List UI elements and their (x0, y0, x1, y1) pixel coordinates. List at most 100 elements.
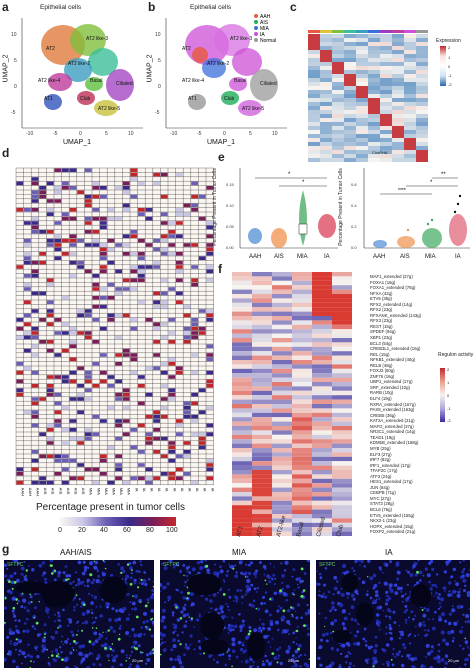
heatmap-d-cell (145, 414, 153, 419)
nucleus-dot (235, 571, 238, 574)
nucleus-dot (184, 625, 187, 628)
nucleus-dot (171, 614, 175, 617)
heatmap-d-cell (84, 216, 92, 221)
xtick-b: 10 (272, 131, 278, 137)
nucleus-dot (375, 598, 378, 601)
sig-e-right: * (430, 180, 433, 186)
heatmap-c-cell (308, 62, 320, 66)
lumen (341, 573, 358, 593)
heatmap-d-cell (54, 190, 62, 194)
sftpc-signal (38, 601, 40, 603)
nucleus-dot (276, 648, 280, 652)
heatmap-f-cell (292, 487, 312, 492)
heatmap-f-cell (292, 294, 312, 299)
heatmap-d-cell (130, 230, 138, 234)
nucleus-dot (426, 573, 431, 578)
heatmap-d-cell (46, 392, 54, 397)
heatmap-d-cell (198, 309, 206, 313)
nucleus-dot (256, 665, 260, 668)
heatmap-d-sample-label: IA (188, 488, 193, 492)
nucleus-dot (50, 635, 53, 638)
heatmap-d-cell (138, 256, 145, 260)
heatmap-c-cell (392, 94, 404, 98)
nucleus-dot (187, 565, 190, 569)
violin-e-right: 0.0 0.2 0.4 0.6 **** * ** AAH AIS MIA IA (351, 168, 470, 260)
nucleus-dot (131, 608, 134, 610)
nucleus-dot (73, 665, 76, 667)
nucleus-dot (267, 627, 271, 631)
heatmap-f-cell (252, 514, 272, 519)
nucleus-dot (318, 572, 322, 576)
heatmap-d-cell (92, 432, 100, 436)
heatmap-c-cell (344, 130, 356, 134)
heatmap-f-cell (232, 478, 252, 484)
heatmap-d-cell (160, 300, 168, 304)
nucleus-dot (142, 578, 147, 583)
heatmap-c-cell (308, 58, 320, 62)
heatmap-f-cell (272, 368, 292, 374)
nucleus-dot (162, 585, 166, 590)
nucleus-dot (143, 633, 146, 636)
heatmap-d-cell (183, 414, 191, 419)
heatmap-d-cell (92, 318, 100, 322)
nucleus-dot (257, 628, 262, 633)
heatmap-c-cell (308, 74, 320, 78)
heatmap-d-cell (183, 313, 191, 318)
nucleus-dot (414, 573, 418, 577)
heatmap-c-cell (404, 110, 416, 114)
heatmap-d-cell (206, 357, 214, 362)
heatmap-c-cell (344, 34, 356, 38)
heatmap-d-cell (62, 331, 69, 335)
heatmap-f-cell (292, 461, 312, 466)
heatmap-d-cell (92, 238, 100, 243)
nucleus-dot (180, 610, 184, 614)
panel-letter-g: g (2, 542, 10, 556)
heatmap-f-cell (312, 276, 332, 281)
nucleus-dot (186, 579, 189, 581)
heatmap-d-sample-label: AIS (51, 488, 56, 495)
nucleus-dot (189, 592, 194, 596)
heatmap-c-cell (356, 106, 368, 110)
panel-g-label: IA (385, 548, 393, 557)
heatmap-f-cell (252, 531, 272, 536)
heatmap-d-cell (145, 467, 153, 472)
heatmap-f-cell (272, 329, 292, 334)
nucleus-dot (362, 637, 366, 641)
nucleus-dot (86, 578, 90, 583)
heatmap-f-cell (252, 342, 272, 347)
nucleus-dot (269, 622, 274, 626)
heatmap-f-cell (332, 408, 352, 413)
nucleus-dot (433, 656, 438, 661)
heatmap-c-cell (320, 82, 332, 86)
nucleus-dot (347, 643, 351, 647)
nucleus-dot (291, 614, 294, 618)
heatmap-d-cell (39, 318, 46, 322)
heatmap-f-cell (272, 434, 292, 440)
heatmap-d-cell (24, 410, 31, 414)
heatmap-d-cell (176, 221, 183, 225)
regulon-label: STAT3 (28g) (370, 501, 394, 507)
sftpc-signal (55, 654, 59, 658)
heatmap-c-cell (344, 78, 356, 82)
heatmap-f-cell (332, 426, 352, 431)
heatmap-d-cell (54, 401, 62, 406)
heatmap-c-cell (320, 114, 332, 118)
nucleus-dot (221, 652, 225, 656)
sftpc-signal (261, 630, 263, 632)
heatmap-c (308, 30, 428, 162)
heatmap-d-cell (176, 172, 183, 177)
nucleus-dot (405, 569, 408, 572)
heatmap-c-cell (344, 114, 356, 118)
heatmap-f-cell (252, 285, 272, 290)
heatmap-d-cell (115, 436, 122, 441)
heatmap-d-cell (54, 423, 62, 428)
heatmap-f-cell (312, 412, 332, 418)
nucleus-dot (171, 611, 175, 614)
nucleus-dot (440, 630, 445, 635)
xtick-a: 10 (128, 131, 134, 137)
nucleus-dot (336, 580, 339, 583)
heatmap-f-cell (292, 456, 312, 462)
nucleus-dot (91, 594, 93, 597)
heatmap-d-cell (160, 172, 168, 177)
heatmap-c-cell (356, 138, 368, 142)
